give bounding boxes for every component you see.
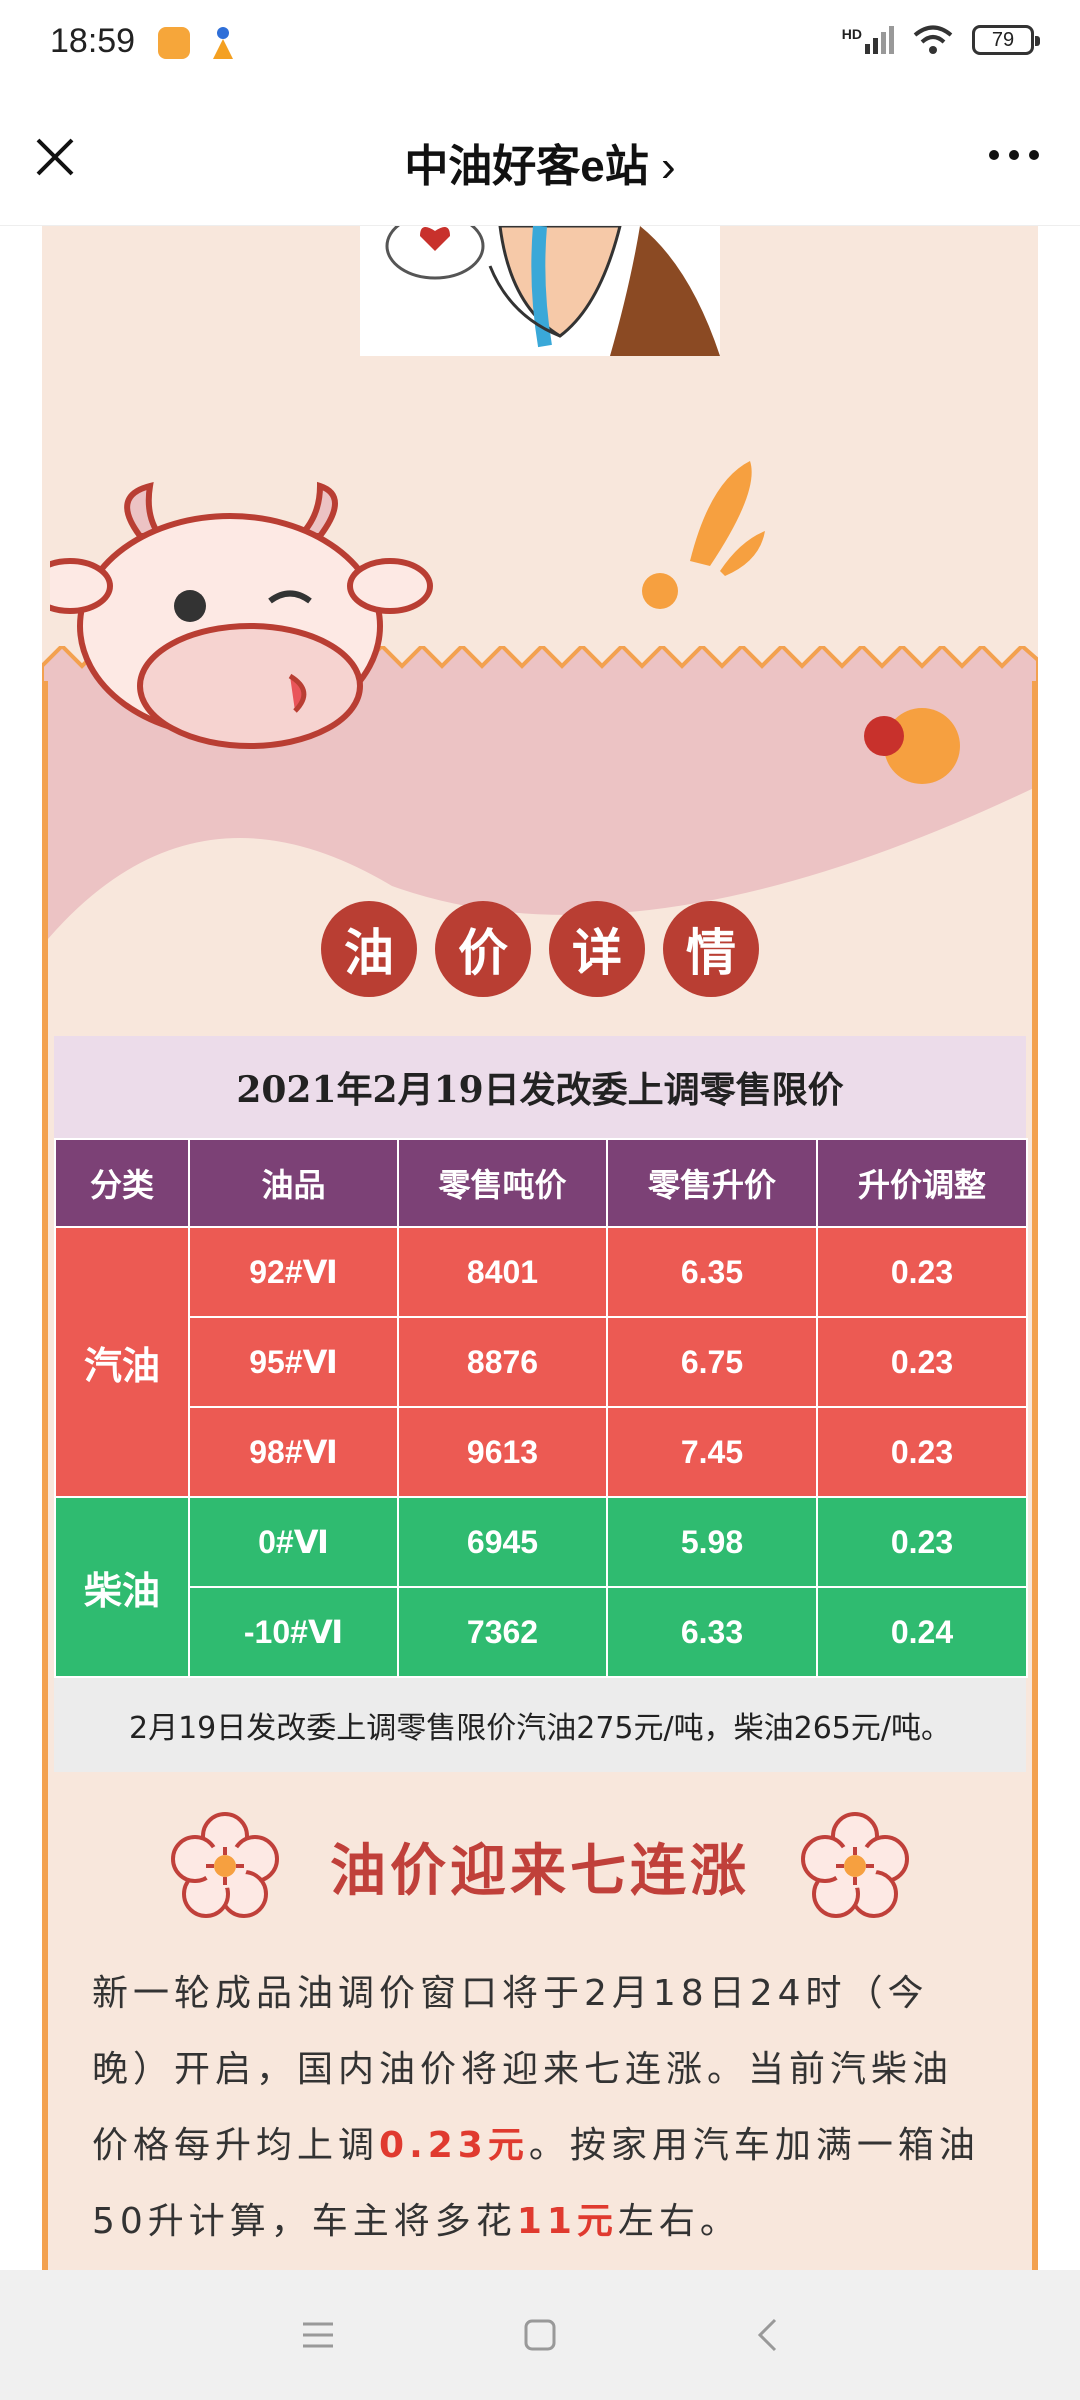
table-cell: 0.23 <box>816 1496 1028 1588</box>
status-bar: 18:59 HD 79 <box>0 0 1080 90</box>
app-notification-icon <box>213 27 233 59</box>
table-row: 汽油 92#Ⅵ 8401 6.35 0.23 <box>54 1226 1028 1498</box>
table-row: 95#Ⅵ 8876 6.75 0.23 <box>55 1316 1028 1408</box>
status-time: 18:59 <box>50 22 136 60</box>
table-cell: 7362 <box>397 1586 608 1678</box>
close-icon[interactable] <box>30 132 80 182</box>
header-ton-price: 零售吨价 <box>397 1138 608 1228</box>
system-nav-bar <box>0 2270 1080 2400</box>
flower-icon <box>801 1812 909 1918</box>
signal-icon: HD <box>842 26 894 54</box>
table-cell: 98#Ⅵ <box>188 1406 399 1498</box>
price-grid: 分类 油品 零售吨价 零售升价 升价调整 汽油 92#Ⅵ 8401 6.35 0… <box>54 1138 1028 1678</box>
table-cell: 95#Ⅵ <box>188 1316 399 1408</box>
battery-level: 79 <box>991 28 1015 51</box>
network-label: HD <box>841 26 862 42</box>
heading-char: 价 <box>435 901 531 997</box>
price-table: 2021年2月19日发改委上调零售限价 分类 油品 零售吨价 零售升价 升价调整… <box>54 1036 1028 1772</box>
article-paragraph: 新一轮成品油调价窗口将于2月18日24时（今晚）开启，国内油价将迎来七连涨。当前… <box>92 1956 992 2260</box>
diesel-category: 柴油 <box>54 1496 190 1678</box>
article-frame-border <box>42 681 1038 2270</box>
table-cell: 8401 <box>397 1226 608 1318</box>
page-title[interactable]: 中油好客e站 › <box>0 130 1080 194</box>
page-title-text: 中油好客e站 <box>404 142 649 191</box>
paragraph-text: 左右。 <box>617 2201 741 2242</box>
section-heading: 油价迎来七连涨 <box>48 1811 1032 1921</box>
table-cell: 5.98 <box>606 1496 818 1588</box>
home-icon[interactable] <box>517 2312 563 2358</box>
cartoon-cow-icon <box>50 481 433 749</box>
table-row: 98#Ⅵ 9613 7.45 0.23 <box>55 1406 1028 1498</box>
more-icon[interactable] <box>984 140 1044 170</box>
table-note: 2月19日发改委上调零售限价汽油275元/吨，柴油265元/吨。 <box>54 1678 1026 1772</box>
heading-char: 油 <box>321 901 417 997</box>
table-cell: 0.24 <box>816 1586 1028 1678</box>
paragraph-text: 新一轮成品油调价窗口将于2月18日24时（今晚）开启，国内油价将迎来七连涨。当前… <box>92 1973 954 2166</box>
table-cell: 6.75 <box>606 1316 818 1408</box>
battery-icon: 79 <box>972 25 1040 55</box>
table-cell: 0.23 <box>816 1226 1028 1318</box>
splash-icon <box>642 461 765 609</box>
header-category: 分类 <box>54 1138 190 1228</box>
flower-icon <box>171 1812 279 1918</box>
table-cell: 92#Ⅵ <box>188 1226 399 1318</box>
table-title: 2021年2月19日发改委上调零售限价 <box>54 1036 1026 1138</box>
header-product: 油品 <box>188 1138 399 1228</box>
heading-char: 详 <box>549 901 645 997</box>
menu-icon[interactable] <box>295 2312 341 2358</box>
table-row: -10#Ⅵ 7362 6.33 0.24 <box>55 1586 1028 1678</box>
back-icon[interactable] <box>745 2312 791 2358</box>
table-cell: 0.23 <box>816 1316 1028 1408</box>
table-cell: 9613 <box>397 1406 608 1498</box>
gasoline-category: 汽油 <box>54 1226 190 1498</box>
chevron-right-icon: › <box>648 142 676 191</box>
table-cell: 7.45 <box>606 1406 818 1498</box>
highlight-price: 0.23元 <box>379 2125 529 2166</box>
status-icons: HD 79 <box>842 24 1040 56</box>
heading-char: 情 <box>663 901 759 997</box>
article-content[interactable]: 油 价 详 情 2021年2月19日发改委上调零售限价 分类 油品 零售吨价 零… <box>0 226 1080 2270</box>
table-cell: 6945 <box>397 1496 608 1588</box>
table-cell: 0.23 <box>816 1406 1028 1498</box>
table-cell: 6.33 <box>606 1586 818 1678</box>
header-adjustment: 升价调整 <box>816 1138 1028 1228</box>
oil-price-detail-heading: 油 价 详 情 <box>0 901 1080 997</box>
crying-cartoon-image <box>360 226 720 356</box>
table-header-row: 分类 油品 零售吨价 零售升价 升价调整 <box>54 1138 1028 1228</box>
table-row: 柴油 0#Ⅵ 6945 5.98 0.23 <box>54 1496 1028 1678</box>
header-liter-price: 零售升价 <box>606 1138 818 1228</box>
title-bar: 中油好客e站 › <box>0 90 1080 226</box>
table-cell: 6.35 <box>606 1226 818 1318</box>
table-cell: -10#Ⅵ <box>188 1586 399 1678</box>
table-cell: 0#Ⅵ <box>188 1496 399 1588</box>
section-title: 油价迎来七连涨 <box>330 1838 750 1904</box>
wifi-icon <box>913 25 953 54</box>
table-cell: 8876 <box>397 1316 608 1408</box>
highlight-cost: 11元 <box>516 2201 618 2242</box>
paragraph-text: 。按家用汽车加满一箱油50升计算，车主将多花 <box>92 2125 980 2242</box>
notes-app-icon <box>158 27 190 59</box>
